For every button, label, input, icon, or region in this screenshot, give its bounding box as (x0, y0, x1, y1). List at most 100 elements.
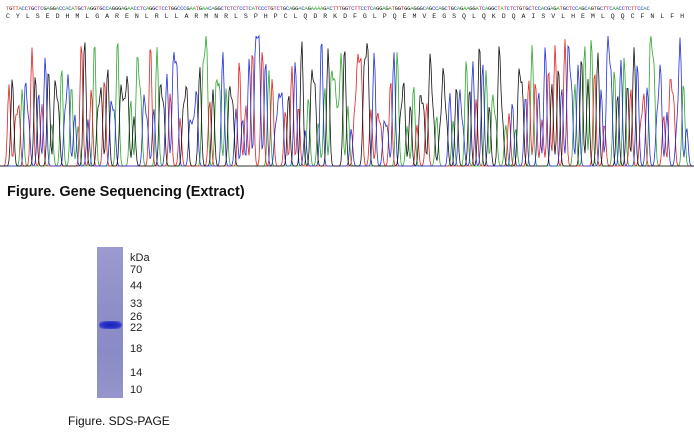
marker-label-18: 18 (130, 343, 143, 355)
nucleotide-letter: C (285, 5, 289, 12)
nucleotide-letter: C (640, 5, 644, 12)
nucleotide-letter: T (357, 5, 361, 12)
nucleotide-letter: T (509, 5, 513, 12)
nucleotide-letter: C (80, 5, 84, 12)
nucleotide-letter: T (593, 5, 597, 12)
nucleotide-letter: G (344, 5, 349, 12)
nucleotide-letter: A (192, 5, 196, 12)
nucleotide-sequence: TGTTACCTGCTCGAGGACCACATGCTAGGTGCCAGGGAGA… (6, 4, 690, 13)
nucleotide-letter: A (130, 5, 134, 12)
nucleotide-letter: C (242, 5, 246, 12)
nucleotide-letter: C (260, 5, 265, 12)
nucleotide-letter: C (142, 5, 146, 12)
nucleotide-letter: G (99, 5, 103, 12)
nucleotide-letter: C (164, 5, 168, 12)
nucleotide-letter: C (208, 5, 212, 12)
nucleotide-letter: A (288, 5, 293, 12)
amino-acid-sequence: C Y L S E D H M L G A R E N L R L L A R … (6, 13, 690, 20)
nucleotide-letter: A (310, 5, 314, 12)
nucleotide-letter: G (459, 5, 464, 12)
nucleotide-letter: A (127, 5, 131, 12)
marker-label-14: 14 (130, 367, 143, 379)
nucleotide-letter: A (556, 5, 560, 12)
nucleotide-letter: C (133, 5, 137, 12)
nucleotide-letter: T (6, 5, 10, 12)
nucleotide-letter: G (111, 5, 115, 12)
nucleotide-letter: A (18, 5, 22, 12)
nucleotide-letter: C (627, 5, 631, 12)
nucleotide-letter: G (413, 5, 417, 12)
nucleotide-letter: G (469, 5, 473, 12)
nucleotide-letter: T (267, 5, 271, 12)
nucleotide-letter: G (49, 5, 53, 12)
protein-band (99, 321, 122, 329)
nucleotide-letter: T (400, 5, 404, 12)
nucleotide-letter: A (313, 5, 317, 12)
nucleotide-letter: A (205, 5, 209, 12)
nucleotide-letter: A (388, 5, 392, 12)
nucleotide-letter: C (33, 5, 38, 12)
nucleotide-letter: T (522, 5, 526, 12)
nucleotide-letter: T (338, 5, 342, 12)
nucleotide-letter: T (223, 5, 227, 12)
nucleotide-letter: C (102, 5, 106, 12)
nucleotide-letter: A (615, 5, 619, 12)
nucleotide-letter: G (590, 5, 594, 12)
nucleotide-letter: T (195, 5, 199, 12)
marker-label-33: 33 (130, 298, 143, 310)
nucleotide-letter: G (89, 5, 94, 12)
nucleotide-letter: T (391, 5, 395, 12)
nucleotide-letter: A (466, 5, 470, 12)
marker-label-22: 22 (130, 322, 143, 334)
nucleotide-letter: C (369, 5, 373, 12)
nucleotide-letter: G (581, 5, 585, 12)
nucleotide-letter: T (27, 5, 31, 12)
nucleotide-letter: T (279, 5, 283, 12)
nucleotide-letter: T (559, 5, 563, 12)
nucleotide-letter: T (447, 5, 451, 12)
nucleotide-letter: A (121, 5, 125, 12)
nucleotide-letter: A (410, 5, 414, 12)
nucleotide-letter: G (93, 5, 97, 12)
nucleotide-letter: C (226, 5, 230, 12)
nucleotide-letter: T (568, 5, 572, 12)
nucleotide-letter: C (494, 5, 498, 12)
nucleotide-letter: C (264, 5, 268, 12)
nucleotide-letter: C (609, 5, 613, 12)
nucleotide-letter: C (232, 5, 237, 12)
nucleotide-letter: G (173, 5, 178, 12)
nucleotide-letter: T (603, 5, 607, 12)
nucleotide-letter: C (24, 5, 28, 12)
nucleotide-letter: T (366, 5, 370, 12)
nucleotide-letter: T (236, 5, 240, 12)
nucleotide-letter: T (332, 5, 336, 12)
nucleotide-letter: C (257, 5, 261, 12)
nucleotide-letter: G (562, 5, 566, 12)
nucleotide-letter: T (531, 5, 535, 12)
nucleotide-letter: C (646, 5, 650, 12)
nucleotide-letter: A (189, 5, 193, 12)
nucleotide-letter: A (46, 5, 50, 12)
nucleotide-letter: G (428, 5, 432, 12)
nucleotide-letter: G (292, 5, 296, 12)
gene-sequencing-figure: TGTTACCTGCTCGAGGACCACATGCTAGGTGCCAGGGAGA… (0, 0, 694, 175)
nucleotide-letter: C (180, 5, 184, 12)
sequencing-chromatogram (0, 34, 694, 167)
nucleotide-letter: C (506, 5, 510, 12)
nucleotide-letter: T (12, 5, 16, 12)
nucleotide-letter: G (491, 5, 495, 12)
nucleotide-letter: G (152, 5, 156, 12)
nucleotide-letter: C (599, 5, 603, 12)
nucleotide-letter: C (422, 5, 426, 12)
nucleotide-letter: A (425, 5, 429, 12)
nucleotide-letter: G (323, 5, 327, 12)
nucleotide-letter: A (320, 5, 324, 12)
nucleotide-letter: G (487, 5, 492, 12)
nucleotide-letter: C (155, 5, 159, 12)
nucleotide-letter: C (481, 5, 485, 12)
nucleotide-letter: C (571, 5, 576, 12)
sequencing-caption: Figure. Gene Sequencing (Extract) (7, 184, 245, 200)
nucleotide-letter: T (229, 5, 233, 12)
nucleotide-letter: G (214, 5, 218, 12)
nucleotide-letter: A (251, 5, 255, 12)
